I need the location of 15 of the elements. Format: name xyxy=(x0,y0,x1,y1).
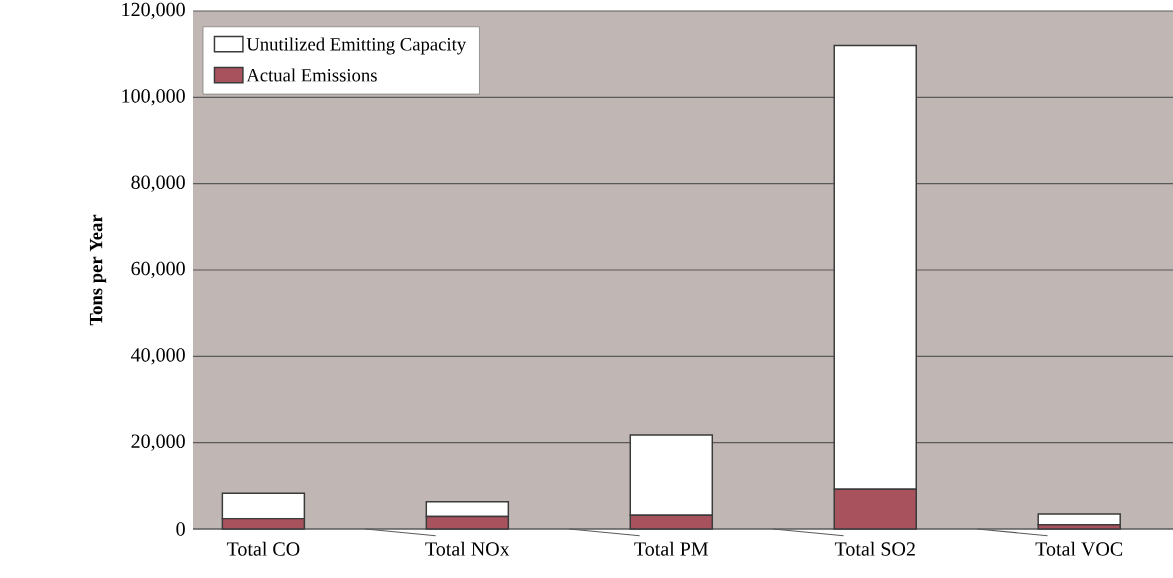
y-tick-label: 80,000 xyxy=(131,175,185,192)
legend-label: Actual Emissions xyxy=(246,68,377,82)
x-tick-label: Total PM xyxy=(634,541,709,556)
y-tick-label: 100,000 xyxy=(122,89,185,106)
x-tick-label: Total VOC xyxy=(1035,541,1123,556)
y-axis-title: Tons per Year xyxy=(89,214,107,326)
legend-label: Unutilized Emitting Capacity xyxy=(246,37,467,55)
y-tick-label: 20,000 xyxy=(131,434,185,451)
y-tick-label: 0 xyxy=(176,522,185,536)
y-tick-label: 120,000 xyxy=(122,2,185,20)
y-tick-label: 60,000 xyxy=(131,261,185,279)
y-tick-label: 40,000 xyxy=(131,348,185,365)
x-tick-label: Total CO xyxy=(226,541,300,556)
x-tick-label: Total NOx xyxy=(425,541,510,556)
x-tick-label: Total SO2 xyxy=(834,541,915,556)
